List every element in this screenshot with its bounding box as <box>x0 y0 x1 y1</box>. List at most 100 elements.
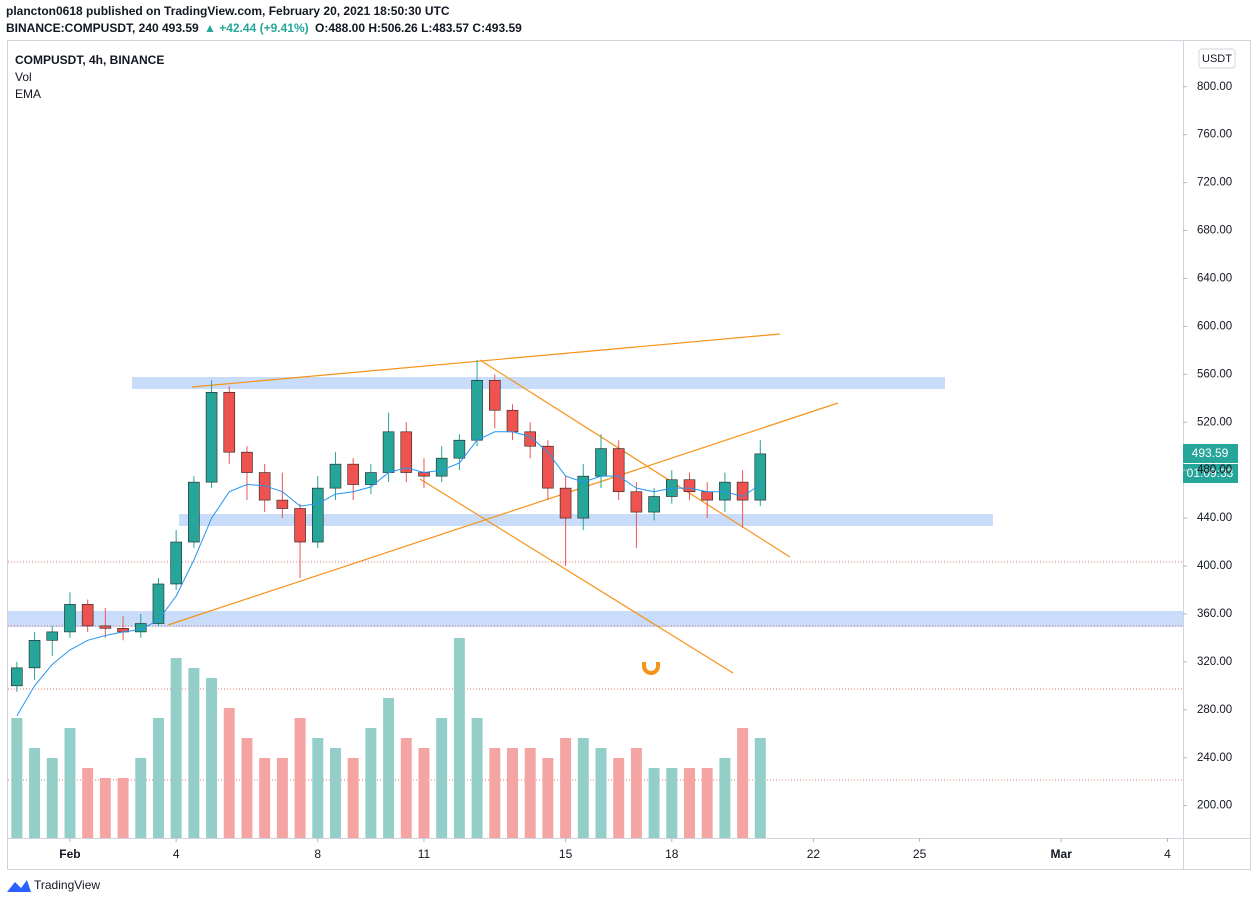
x-tick-label: 8 <box>314 847 321 861</box>
volume-bar <box>595 748 607 838</box>
y-tick-label: 400.00 <box>1197 560 1232 572</box>
y-tick-label: 440.00 <box>1197 512 1232 524</box>
candle-body <box>630 491 643 513</box>
volume-bar <box>684 768 695 838</box>
volume-bar <box>737 728 749 838</box>
volume-bar <box>666 768 678 838</box>
zone <box>8 611 1183 627</box>
volume-bar <box>400 738 412 838</box>
symbol-line: BINANCE:COMPUSDT, 240 <box>6 21 159 35</box>
y-tick-label: 680.00 <box>1197 225 1232 237</box>
candle-body <box>453 439 466 459</box>
candle-body <box>46 631 59 641</box>
candle-body <box>64 604 76 633</box>
trendline <box>479 359 791 558</box>
published: plancton0618 published on TradingView.co… <box>6 4 450 18</box>
volume-bar <box>489 748 501 838</box>
volume-bar <box>701 768 713 838</box>
trendline <box>191 333 781 388</box>
candle-body <box>595 448 607 477</box>
volume-bar <box>754 738 766 838</box>
candle-body <box>241 451 253 473</box>
volume-bar <box>453 638 465 838</box>
candle-body <box>701 491 713 501</box>
candle-body <box>400 431 413 473</box>
x-tick-label: 15 <box>559 847 573 861</box>
zone <box>179 514 993 526</box>
volume-bar <box>436 718 448 838</box>
volume-bar <box>117 778 129 838</box>
volume-bar <box>329 748 341 838</box>
candle-body <box>294 508 306 543</box>
volume-bar <box>542 758 554 838</box>
logo <box>7 880 31 892</box>
candle-body <box>152 583 165 624</box>
volume-bar <box>206 678 218 838</box>
candle-body <box>329 463 342 489</box>
volume-bar <box>135 758 147 838</box>
candle-body <box>347 463 359 485</box>
volume-bar <box>82 768 94 838</box>
candle-body <box>754 453 767 501</box>
volume-bar <box>506 748 518 838</box>
candle-body <box>506 409 519 433</box>
volume-bar <box>46 758 58 838</box>
volume-bar <box>223 708 235 838</box>
trendline <box>167 402 839 626</box>
volume-bar <box>347 758 359 838</box>
candle-body <box>471 379 483 441</box>
x-tick-label: 18 <box>665 847 679 861</box>
candle-body <box>170 541 182 585</box>
candle-body <box>99 625 112 629</box>
countdown: 01:09:33 <box>1187 466 1234 480</box>
candle-body <box>683 479 696 493</box>
volume-bar <box>99 778 111 838</box>
candle-body <box>223 391 236 453</box>
price-tag-text: 493.59 <box>1192 446 1229 460</box>
y-tick-label: 760.00 <box>1197 129 1232 141</box>
x-tick-label: Mar <box>1051 847 1073 861</box>
volume-bar <box>152 718 164 838</box>
volume-bar <box>312 738 324 838</box>
candle-body <box>258 472 271 501</box>
volume-bar <box>577 738 589 838</box>
x-tick-label: 4 <box>173 847 180 861</box>
volume-bar <box>11 718 23 838</box>
plot <box>11 359 767 838</box>
frame <box>7 40 1251 870</box>
candle-body <box>28 639 41 669</box>
volume-bar <box>276 758 288 838</box>
legend-symbol: COMPUSDT, 4h, BINANCE <box>15 53 164 67</box>
volume-bar <box>365 728 377 838</box>
candle-body <box>542 445 554 489</box>
volume-bar <box>294 718 306 838</box>
candle-body <box>648 496 660 513</box>
volume-bar <box>29 748 41 838</box>
currency-box[interactable] <box>1198 48 1236 69</box>
candle-body <box>559 487 572 519</box>
x-tick-label: Feb <box>59 847 80 861</box>
price-tag <box>1183 444 1238 463</box>
trendline <box>419 478 734 674</box>
y-tick-label: 600.00 <box>1197 320 1232 332</box>
candle-body <box>134 623 147 633</box>
y-tick-label: 520.00 <box>1197 416 1232 428</box>
currency: USDT <box>1202 53 1232 65</box>
y-tick-label: 200.00 <box>1197 800 1232 812</box>
y-tick-label: 240.00 <box>1197 752 1232 764</box>
volume-bar <box>630 748 642 838</box>
y-tick-label: 360.00 <box>1197 608 1232 620</box>
last: 493.59 <box>162 21 199 35</box>
volume-bar <box>383 698 395 838</box>
candle-body <box>382 431 395 473</box>
brand: TradingView <box>34 878 100 892</box>
legend-ema: EMA <box>15 87 41 101</box>
volume-bar <box>418 748 430 838</box>
volume-bar <box>259 758 271 838</box>
volume-bar <box>648 768 660 838</box>
candle-body <box>736 481 749 501</box>
volume-bar <box>64 728 76 838</box>
volume-bar <box>471 718 483 838</box>
candle-body <box>365 472 377 485</box>
